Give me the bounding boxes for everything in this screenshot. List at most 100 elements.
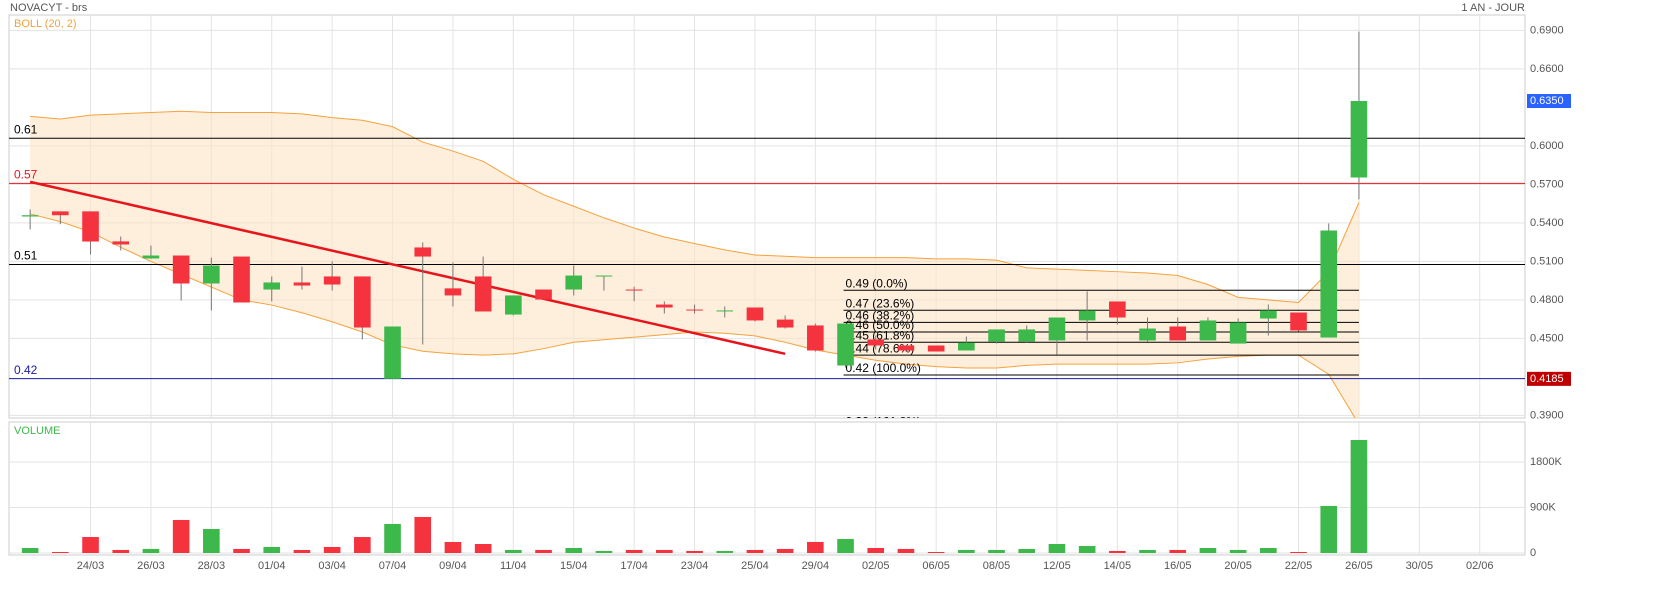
candle-body bbox=[233, 256, 250, 303]
x-tick-label: 03/04 bbox=[318, 560, 346, 572]
candle-body bbox=[776, 319, 794, 328]
candle-body bbox=[1320, 230, 1338, 338]
candle-body bbox=[414, 247, 432, 257]
volume-bar bbox=[595, 550, 613, 553]
x-tick-label: 28/03 bbox=[198, 560, 226, 572]
candle-body bbox=[112, 241, 130, 245]
volume-bar bbox=[927, 551, 945, 553]
candle-body bbox=[21, 215, 39, 217]
x-tick-label: 26/05 bbox=[1345, 560, 1373, 572]
volume-bar bbox=[1048, 543, 1066, 553]
volume-bar bbox=[746, 549, 764, 553]
candle-body bbox=[625, 289, 643, 291]
volume-bar bbox=[21, 547, 39, 553]
x-tick-label: 06/05 bbox=[922, 560, 950, 572]
fib-label: 0.45 (61.8%) bbox=[846, 328, 915, 342]
period: 1 AN - JOUR bbox=[1461, 2, 1525, 14]
price-plot: 0.49 (0.0%) 0.47 (23.6%)0.46 (38.2%)0.46 … bbox=[9, 31, 1525, 428]
price-marker-label: 0.6350 bbox=[1530, 95, 1564, 107]
candle-body bbox=[535, 289, 552, 300]
volume-bar bbox=[233, 548, 250, 553]
candle-body bbox=[505, 295, 522, 315]
volume-bar bbox=[686, 550, 703, 553]
candle-body bbox=[565, 275, 583, 290]
y-tick-label: 0.4800 bbox=[1530, 294, 1564, 306]
candle-body bbox=[1169, 326, 1187, 341]
fib-label: 0.38 (161.8%) bbox=[846, 414, 921, 428]
candle-body bbox=[1139, 328, 1156, 341]
candle-body bbox=[837, 323, 854, 366]
candle-body bbox=[1018, 329, 1036, 342]
volume-bar bbox=[625, 549, 643, 553]
indicator-label: VOLUME bbox=[14, 425, 60, 437]
candle-body bbox=[1290, 312, 1307, 331]
candle-body bbox=[293, 282, 311, 286]
candle-body bbox=[716, 310, 734, 312]
y-tick-label: 1800K bbox=[1530, 456, 1562, 468]
fib-label: 0.49 (0.0%) bbox=[846, 276, 908, 290]
candle-body bbox=[1199, 320, 1217, 341]
y-tick-label: 0.6900 bbox=[1530, 24, 1564, 36]
x-tick-label: 08/05 bbox=[983, 560, 1011, 572]
level-label: 0.51 bbox=[14, 249, 38, 263]
trendline bbox=[29, 180, 786, 356]
candle-body bbox=[897, 345, 915, 351]
candle-body bbox=[867, 339, 885, 346]
price-panel bbox=[8, 14, 1526, 419]
volume-bar bbox=[82, 537, 99, 553]
volume-panel bbox=[8, 421, 1526, 556]
candle-body bbox=[595, 275, 613, 277]
candle-body bbox=[1229, 322, 1247, 344]
volume-bar bbox=[1229, 549, 1247, 553]
x-tick-label: 07/04 bbox=[379, 560, 407, 572]
volume-bar bbox=[323, 546, 341, 553]
x-tick-label: 23/04 bbox=[681, 560, 709, 572]
x-tick-label: 26/03 bbox=[137, 560, 165, 572]
candle-body bbox=[1078, 310, 1096, 321]
fib-label: 0.47 (23.6%) bbox=[846, 296, 915, 310]
candle-body bbox=[656, 304, 673, 308]
x-tick-label: 01/04 bbox=[258, 560, 286, 572]
candle-body bbox=[203, 265, 220, 284]
candle-body bbox=[444, 288, 462, 296]
candle-body bbox=[1260, 310, 1277, 319]
level-label: 0.57 bbox=[14, 168, 38, 182]
volume-bar bbox=[505, 549, 522, 553]
volume-bar bbox=[1290, 551, 1307, 553]
y-tick-label: 0 bbox=[1530, 547, 1536, 559]
volume-bar bbox=[293, 549, 311, 553]
volume-bar bbox=[565, 547, 583, 553]
volume-bar bbox=[444, 541, 462, 553]
volume-bar bbox=[988, 549, 1005, 553]
volume-bar bbox=[52, 551, 69, 553]
volume-bar bbox=[656, 549, 673, 553]
fib-label: 0.46 (38.2%) bbox=[846, 309, 915, 323]
level-label: 0.42 bbox=[14, 363, 38, 377]
y-tick-label: 0.5700 bbox=[1530, 178, 1564, 190]
y-tick-label: 0.3900 bbox=[1530, 409, 1564, 421]
volume-bar bbox=[203, 528, 220, 553]
candle-body bbox=[142, 255, 160, 259]
x-tick-label: 25/04 bbox=[741, 560, 769, 572]
price-marker bbox=[1527, 93, 1571, 108]
volume-bar bbox=[263, 546, 281, 553]
x-tick-label: 16/05 bbox=[1164, 560, 1192, 572]
x-tick-label: 11/04 bbox=[500, 560, 527, 572]
x-tick-label: 20/05 bbox=[1224, 560, 1252, 572]
y-tick-label: 900K bbox=[1530, 501, 1556, 513]
volume-bar bbox=[1260, 547, 1277, 553]
price-marker-label: 0.4185 bbox=[1530, 373, 1564, 385]
candle-body bbox=[354, 276, 371, 328]
y-tick-label: 0.5100 bbox=[1530, 255, 1564, 267]
volume-bar bbox=[807, 541, 824, 553]
candle-body bbox=[384, 326, 401, 379]
candle-body bbox=[1048, 317, 1066, 341]
volume-bar bbox=[474, 543, 492, 553]
volume-bar bbox=[384, 523, 401, 553]
x-tick-label: 22/05 bbox=[1285, 560, 1313, 572]
bollinger-upper bbox=[30, 110, 1360, 304]
volume-bar bbox=[414, 516, 432, 553]
candle-body bbox=[988, 329, 1005, 342]
fib-label: 0.46 (50.0%) bbox=[846, 318, 915, 332]
